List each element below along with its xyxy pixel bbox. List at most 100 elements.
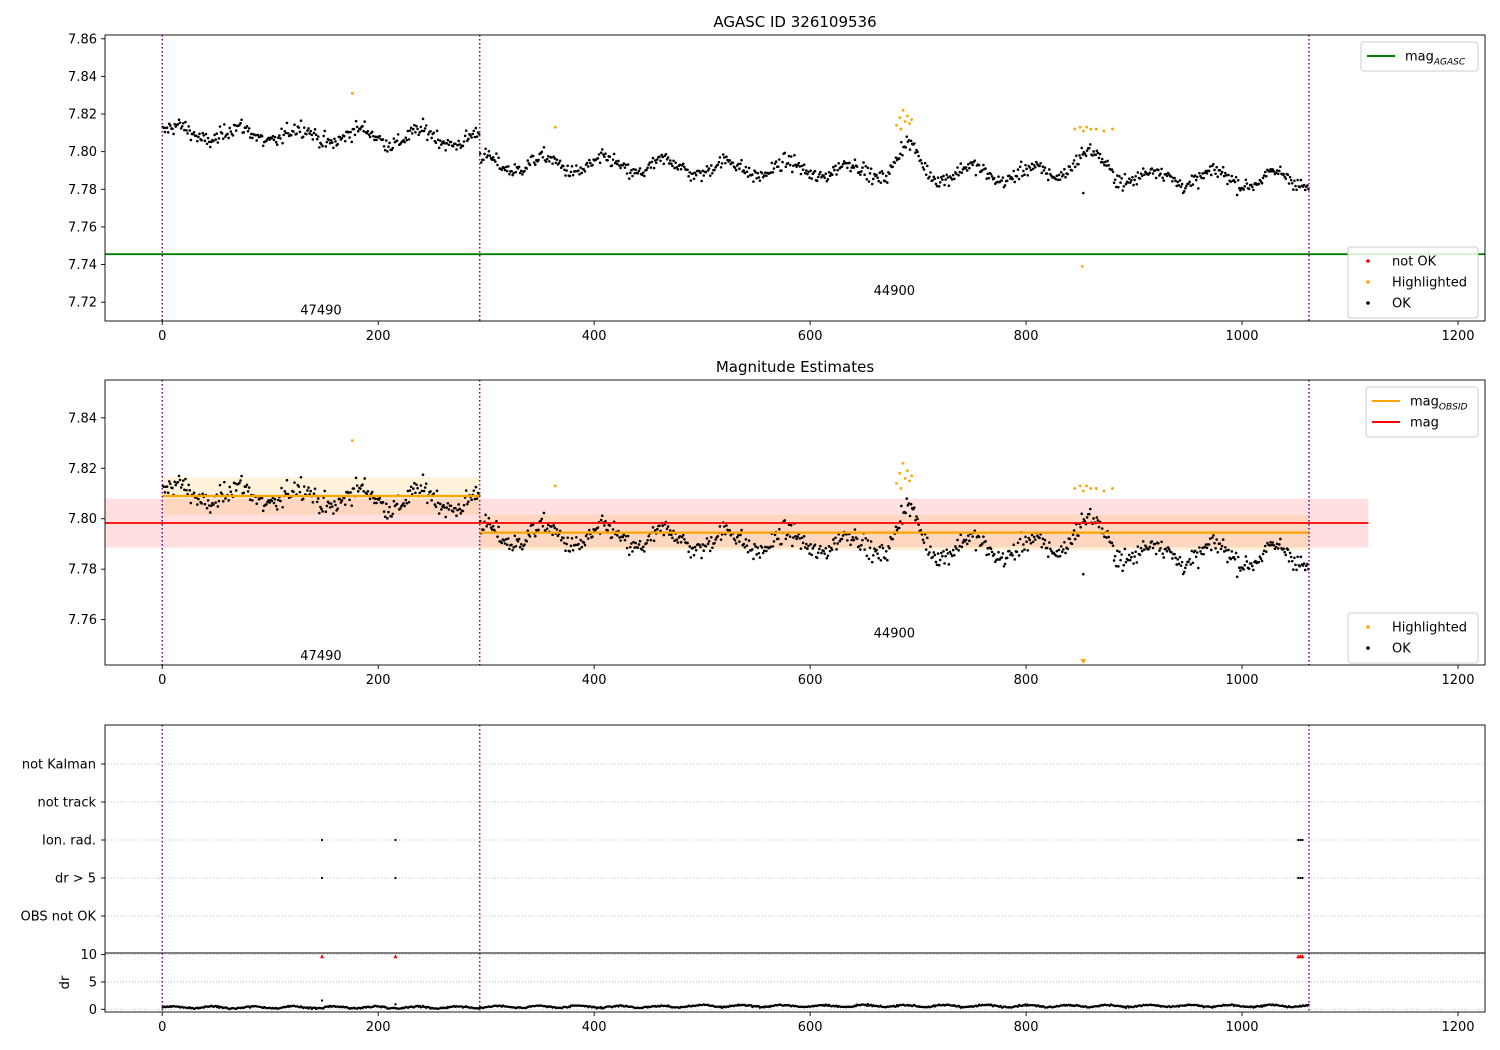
panel2-ok-point-239 bbox=[419, 484, 423, 487]
panel2-legend-bottom-swatch-1 bbox=[1366, 646, 1370, 650]
panel1-ok-point-218 bbox=[396, 133, 400, 136]
panel2-ok-point-154 bbox=[327, 501, 331, 505]
panel1-ok-point-358 bbox=[548, 160, 551, 163]
panel1-highlighted-point-12 bbox=[1081, 129, 1085, 133]
panel2-ok-point-536 bbox=[740, 528, 743, 532]
panel2-ok-point-273 bbox=[456, 508, 459, 512]
panel1-ok-point-756 bbox=[977, 163, 981, 167]
panel2-ok-point-989 bbox=[1229, 557, 1232, 561]
panel1-ok-point-374 bbox=[565, 169, 568, 172]
panel2-ok-point-616 bbox=[826, 554, 830, 558]
panel2-ok-point-317 bbox=[503, 542, 507, 545]
panel1-ok-point-650 bbox=[863, 173, 866, 176]
panel1-ok-point-126 bbox=[297, 126, 301, 129]
panel2-ok-point-518 bbox=[720, 533, 724, 536]
panel2-ok-point-1038 bbox=[1282, 547, 1285, 551]
panel1-ok-point-844 bbox=[1072, 159, 1076, 162]
panel1-ok-point-604 bbox=[813, 169, 817, 173]
panel2-ok-point-297 bbox=[482, 528, 485, 532]
panel1-ok-point-764 bbox=[986, 172, 990, 176]
flag-label-2: Ion. rad. bbox=[42, 834, 96, 849]
panel1-ok-point-731 bbox=[950, 178, 954, 181]
panel2-ok-point-53 bbox=[218, 483, 222, 487]
panel2-ok-point-975 bbox=[1214, 547, 1217, 550]
panel2-ok-point-487 bbox=[687, 550, 690, 554]
panel2-ok-point-590 bbox=[798, 537, 802, 540]
panel2-ok-point-115 bbox=[285, 478, 289, 482]
panel1-ok-point-154 bbox=[327, 138, 331, 142]
panel2-ok-point-310 bbox=[496, 535, 499, 538]
panel2-ok-point-61 bbox=[227, 499, 230, 502]
panel2-ok-point-977 bbox=[1216, 550, 1220, 554]
panel1-ok-point-306 bbox=[491, 155, 495, 159]
panel1-ok-point-474 bbox=[673, 166, 676, 170]
panel2-ok-point-158 bbox=[332, 512, 335, 515]
panel2-ok-point-16 bbox=[178, 478, 182, 482]
panel1-ok-point-257 bbox=[438, 139, 442, 142]
panel1-ok-point-926 bbox=[1161, 176, 1164, 180]
y-tick-label-1-4: 7.80 bbox=[68, 145, 97, 160]
panel1-ok-point-405 bbox=[598, 161, 602, 165]
panel1-ok-point-879 bbox=[1110, 168, 1114, 171]
dr-spike-0 bbox=[320, 999, 324, 1002]
panel1-ok-point-1060 bbox=[1306, 184, 1309, 187]
panel2-ok-point-689 bbox=[905, 497, 909, 500]
x-tick-label-4-6: 1200 bbox=[1441, 1020, 1474, 1035]
panel2-ok-point-252 bbox=[433, 503, 437, 506]
panel1-ok-point-444 bbox=[640, 173, 644, 177]
panel2-ok-point-269 bbox=[451, 510, 455, 513]
panel1-ok-point-610 bbox=[820, 175, 823, 179]
panel2-ok-point-330 bbox=[517, 537, 521, 541]
panel2-ok-point-249 bbox=[430, 499, 433, 502]
panel1-ok-point-883 bbox=[1114, 185, 1118, 189]
panel2-ok-point-682 bbox=[897, 526, 901, 530]
panel1-ok-point-861 bbox=[1091, 154, 1094, 157]
panel1-ok-point-234 bbox=[414, 130, 417, 134]
panel2-ok-point-880 bbox=[1111, 544, 1115, 547]
panel1-ok-point-662 bbox=[876, 176, 879, 180]
panel1-ok-point-1046 bbox=[1290, 182, 1294, 185]
panel1-highlighted-point-8 bbox=[910, 118, 914, 122]
panel2-ok-point-141 bbox=[313, 487, 317, 491]
panel2-ok-point-1028 bbox=[1271, 541, 1275, 544]
panel1-ok-point-232 bbox=[411, 127, 415, 131]
panel2-ok-point-806 bbox=[1031, 540, 1035, 544]
panel1-ok-point-590 bbox=[798, 165, 802, 168]
panel2-ok-point-372 bbox=[563, 541, 566, 545]
panel1-ok-point-246 bbox=[427, 132, 430, 136]
y-tick-label-2-0: 7.76 bbox=[68, 613, 97, 628]
panel1-ok-point-518 bbox=[720, 162, 724, 165]
panel1-ok-point-649 bbox=[862, 161, 865, 164]
panel1-ok-point-385 bbox=[577, 169, 580, 172]
panel2-ok-point-1021 bbox=[1263, 544, 1267, 548]
panel2-ok-point-914 bbox=[1148, 545, 1152, 549]
panel2-ok-point-902 bbox=[1135, 561, 1139, 564]
panel1-ok-point-92 bbox=[260, 134, 264, 138]
panel2-ok-point-819 bbox=[1045, 546, 1049, 550]
panel1-ok-point-195 bbox=[372, 134, 375, 138]
panel1-ok-point-842 bbox=[1070, 169, 1074, 172]
panel1-ok-point-361 bbox=[551, 162, 554, 165]
panel2-ok-point-130 bbox=[301, 497, 305, 501]
panel1-ok-point-278 bbox=[461, 144, 465, 148]
panel1-ok-point-869 bbox=[1099, 160, 1103, 164]
panel1-ok-point-859 bbox=[1089, 143, 1092, 146]
panel1-ok-point-951 bbox=[1188, 180, 1191, 184]
panel2-ok-point-455 bbox=[652, 539, 656, 543]
panel2-ok-point-469 bbox=[667, 533, 671, 536]
panel1-ok-point-514 bbox=[716, 163, 720, 167]
panel1-ok-point-373 bbox=[564, 174, 567, 177]
y-tick-label-2-2: 7.80 bbox=[68, 512, 97, 527]
panel2-ok-point-957 bbox=[1194, 555, 1198, 559]
panel1-ok-point-696 bbox=[913, 142, 916, 145]
panel2-ok-point-204 bbox=[381, 500, 385, 504]
panel2-ok-point-390 bbox=[582, 541, 586, 544]
panel1-ok-point-288 bbox=[472, 129, 476, 133]
panel2-ok-point-583 bbox=[791, 544, 794, 548]
panel1-legend-bottom-swatch-2 bbox=[1366, 301, 1370, 305]
panel2-ok-point-110 bbox=[280, 486, 283, 490]
panel1-ok-point-977 bbox=[1216, 175, 1220, 179]
panel2-ok-point-702 bbox=[919, 528, 923, 532]
panel1-ok-point-905 bbox=[1138, 177, 1142, 180]
panel1-ok-point-273 bbox=[456, 143, 459, 147]
